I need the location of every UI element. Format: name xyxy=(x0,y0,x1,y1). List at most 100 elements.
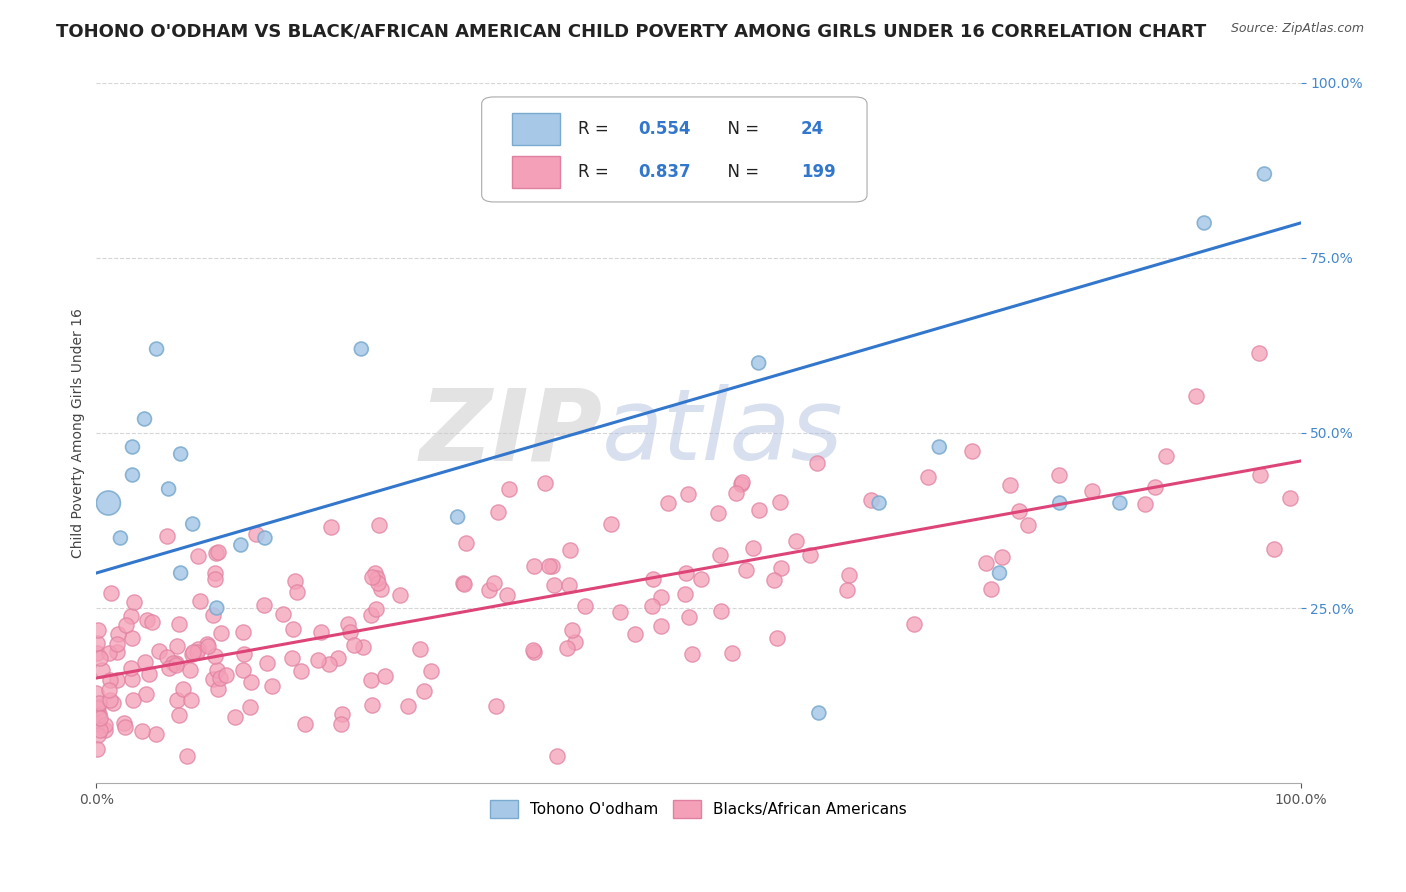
Point xyxy=(453,577,475,591)
Point xyxy=(560,543,582,558)
Point xyxy=(360,569,382,583)
Point xyxy=(256,656,278,670)
Point xyxy=(98,646,121,660)
Point xyxy=(122,595,145,609)
Point xyxy=(110,531,132,545)
Point xyxy=(337,617,360,632)
Point xyxy=(215,668,238,682)
Point xyxy=(205,601,228,615)
Point xyxy=(988,566,1011,580)
Point xyxy=(541,559,564,574)
Point xyxy=(100,586,122,600)
Point xyxy=(232,664,254,678)
Point xyxy=(166,639,188,653)
Point xyxy=(1278,491,1301,506)
Point xyxy=(86,646,108,660)
Point xyxy=(195,637,218,651)
Point xyxy=(97,496,120,510)
Point xyxy=(89,650,111,665)
Point xyxy=(917,469,939,483)
Point xyxy=(641,599,664,613)
Point xyxy=(1109,496,1132,510)
Point xyxy=(488,506,510,520)
Point xyxy=(1249,467,1271,482)
Point xyxy=(352,640,374,654)
Point xyxy=(974,556,997,570)
Point xyxy=(599,517,621,532)
Point xyxy=(522,642,544,657)
Point xyxy=(1000,478,1022,492)
Point xyxy=(105,637,128,651)
Point xyxy=(350,342,373,356)
Point xyxy=(89,723,111,737)
Point xyxy=(224,710,246,724)
Point xyxy=(284,574,307,589)
Legend: Tohono O'odham, Blacks/African Americans: Tohono O'odham, Blacks/African Americans xyxy=(484,794,912,824)
Point xyxy=(253,599,276,613)
FancyBboxPatch shape xyxy=(512,113,560,145)
Point xyxy=(114,720,136,734)
FancyBboxPatch shape xyxy=(512,156,560,188)
Point xyxy=(131,723,153,738)
Point xyxy=(396,698,419,713)
Point xyxy=(121,672,143,686)
Point xyxy=(318,657,340,671)
Point xyxy=(650,591,672,605)
Point xyxy=(364,566,387,580)
Point xyxy=(960,443,983,458)
Point xyxy=(485,698,508,713)
Point xyxy=(172,681,194,696)
Point xyxy=(748,503,770,517)
Point xyxy=(330,707,353,722)
Point xyxy=(928,440,950,454)
Text: 0.837: 0.837 xyxy=(638,163,690,181)
Point xyxy=(860,492,883,507)
Point xyxy=(165,658,187,673)
Point xyxy=(321,520,343,534)
Point xyxy=(534,476,557,491)
Point xyxy=(730,477,752,491)
Point xyxy=(207,682,229,697)
Text: R =: R = xyxy=(578,120,614,138)
Point xyxy=(294,716,316,731)
Point xyxy=(181,645,204,659)
Point xyxy=(145,342,167,356)
Point xyxy=(121,631,143,645)
Text: Source: ZipAtlas.com: Source: ZipAtlas.com xyxy=(1230,22,1364,36)
Point xyxy=(201,607,224,622)
Point xyxy=(769,495,792,509)
Point xyxy=(271,607,294,621)
Point xyxy=(990,550,1012,565)
Point xyxy=(166,693,188,707)
Point xyxy=(725,485,748,500)
Text: atlas: atlas xyxy=(602,384,844,482)
Point xyxy=(87,709,110,723)
Point xyxy=(87,700,110,714)
Point xyxy=(367,575,389,590)
Point xyxy=(367,517,389,532)
Point xyxy=(748,356,770,370)
Point xyxy=(557,577,579,591)
Point xyxy=(806,456,828,470)
Point xyxy=(98,693,121,707)
Point xyxy=(799,548,821,562)
Point xyxy=(134,412,156,426)
Y-axis label: Child Poverty Among Girls Under 16: Child Poverty Among Girls Under 16 xyxy=(72,308,86,558)
Point xyxy=(413,683,436,698)
Text: ZIP: ZIP xyxy=(419,384,602,482)
Point xyxy=(543,578,565,592)
Point xyxy=(1184,389,1206,403)
Point xyxy=(285,584,308,599)
Point xyxy=(105,645,128,659)
Point xyxy=(186,645,208,659)
Point xyxy=(135,613,157,627)
Point xyxy=(281,651,304,665)
Point xyxy=(156,529,179,543)
Point xyxy=(181,647,204,661)
Point xyxy=(120,608,142,623)
Point xyxy=(181,516,204,531)
Point xyxy=(675,566,697,581)
Point xyxy=(187,642,209,657)
Point xyxy=(676,487,699,501)
Point xyxy=(157,482,180,496)
